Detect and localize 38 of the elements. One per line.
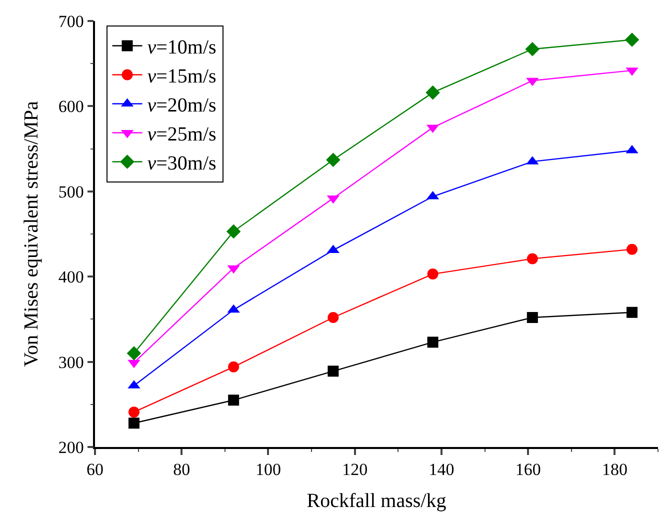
point bbox=[328, 366, 339, 377]
y-tick-label: 600 bbox=[58, 97, 84, 116]
point bbox=[128, 406, 140, 418]
legend-label: v=15m/s bbox=[147, 66, 217, 88]
y-tick-label: 500 bbox=[58, 182, 84, 202]
y-axis-title: Von Mises equivalent stress/MPa bbox=[20, 101, 42, 367]
x-tick-label: 60 bbox=[86, 460, 104, 480]
x-tick-label: 120 bbox=[342, 460, 368, 480]
point bbox=[126, 346, 142, 360]
point bbox=[427, 268, 438, 280]
point bbox=[427, 336, 438, 348]
point bbox=[228, 394, 240, 406]
x-tick-label: 100 bbox=[255, 460, 281, 480]
point bbox=[526, 312, 538, 323]
x-tick-label: 80 bbox=[173, 460, 190, 480]
y-tick-label: 200 bbox=[58, 438, 84, 457]
x-tick-label: 140 bbox=[428, 460, 454, 480]
y-tick-label: 400 bbox=[58, 268, 84, 287]
y-tick-label: 700 bbox=[58, 12, 84, 31]
x-axis-title: Rockfall mass/kg bbox=[306, 490, 446, 512]
legend-label: v=25m/s bbox=[147, 124, 217, 146]
point bbox=[426, 85, 440, 100]
x-tick-label: 160 bbox=[515, 460, 541, 480]
legend-label: v=10m/s bbox=[147, 36, 217, 59]
point bbox=[328, 312, 339, 323]
point bbox=[624, 32, 640, 47]
point bbox=[226, 224, 241, 239]
point bbox=[128, 418, 140, 429]
point bbox=[626, 306, 638, 318]
legend-label: v=20m/s bbox=[147, 94, 217, 117]
point bbox=[326, 152, 340, 168]
y-tick-label: 300 bbox=[58, 352, 84, 372]
point bbox=[526, 253, 538, 264]
point bbox=[228, 361, 240, 372]
point bbox=[626, 244, 638, 255]
point bbox=[525, 42, 540, 56]
legend-label: v=30m/s bbox=[147, 152, 217, 175]
x-tick-label: 180 bbox=[602, 460, 628, 480]
